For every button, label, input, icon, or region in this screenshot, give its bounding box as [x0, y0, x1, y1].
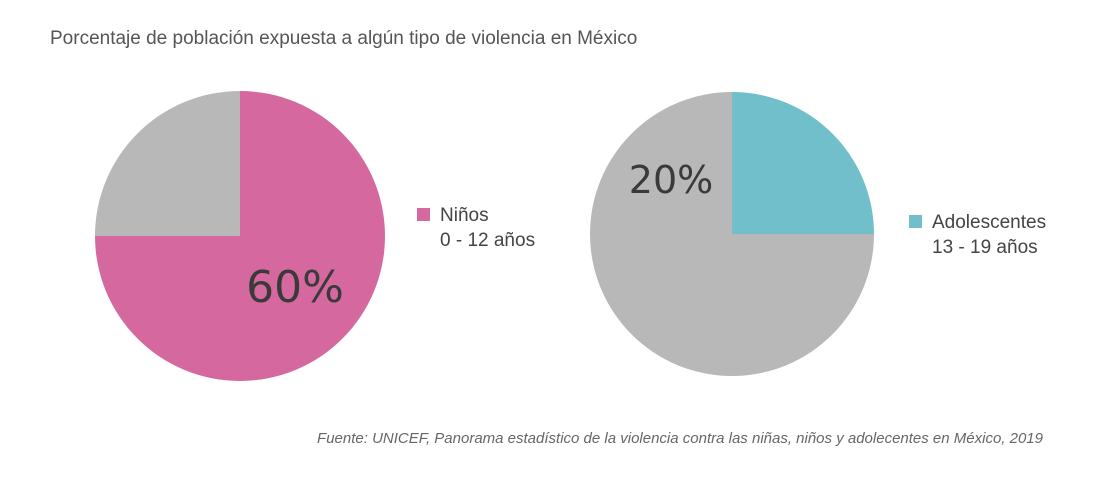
- legend-sublabel-ninos: 0 - 12 años: [440, 230, 536, 251]
- pie-slice-other: [590, 92, 874, 376]
- legend-swatch-ninos: [417, 208, 430, 221]
- source-note: Fuente: UNICEF, Panorama estadístico de …: [317, 430, 1043, 447]
- data-label-ninos: 60%: [246, 262, 344, 313]
- chart-title: Porcentaje de población expuesta a algún…: [50, 28, 638, 49]
- pie-slice-other: [95, 91, 240, 236]
- legend-ninos: Niños 0 - 12 años: [417, 203, 535, 253]
- data-label-adolescentes: 20%: [629, 158, 713, 202]
- legend-label-adolescentes: Adolescentes: [932, 212, 1047, 233]
- legend-adolescentes: Adolescentes 13 - 19 años: [909, 210, 1046, 260]
- pie-slice-adolescentes: [732, 92, 874, 234]
- pie-chart-adolescentes: 20%: [590, 92, 874, 376]
- legend-swatch-adolescentes: [909, 215, 922, 228]
- legend-sublabel-adolescentes: 13 - 19 años: [932, 237, 1038, 258]
- legend-label-ninos: Niños: [440, 205, 489, 226]
- pie-chart-ninos: 60%: [95, 91, 385, 381]
